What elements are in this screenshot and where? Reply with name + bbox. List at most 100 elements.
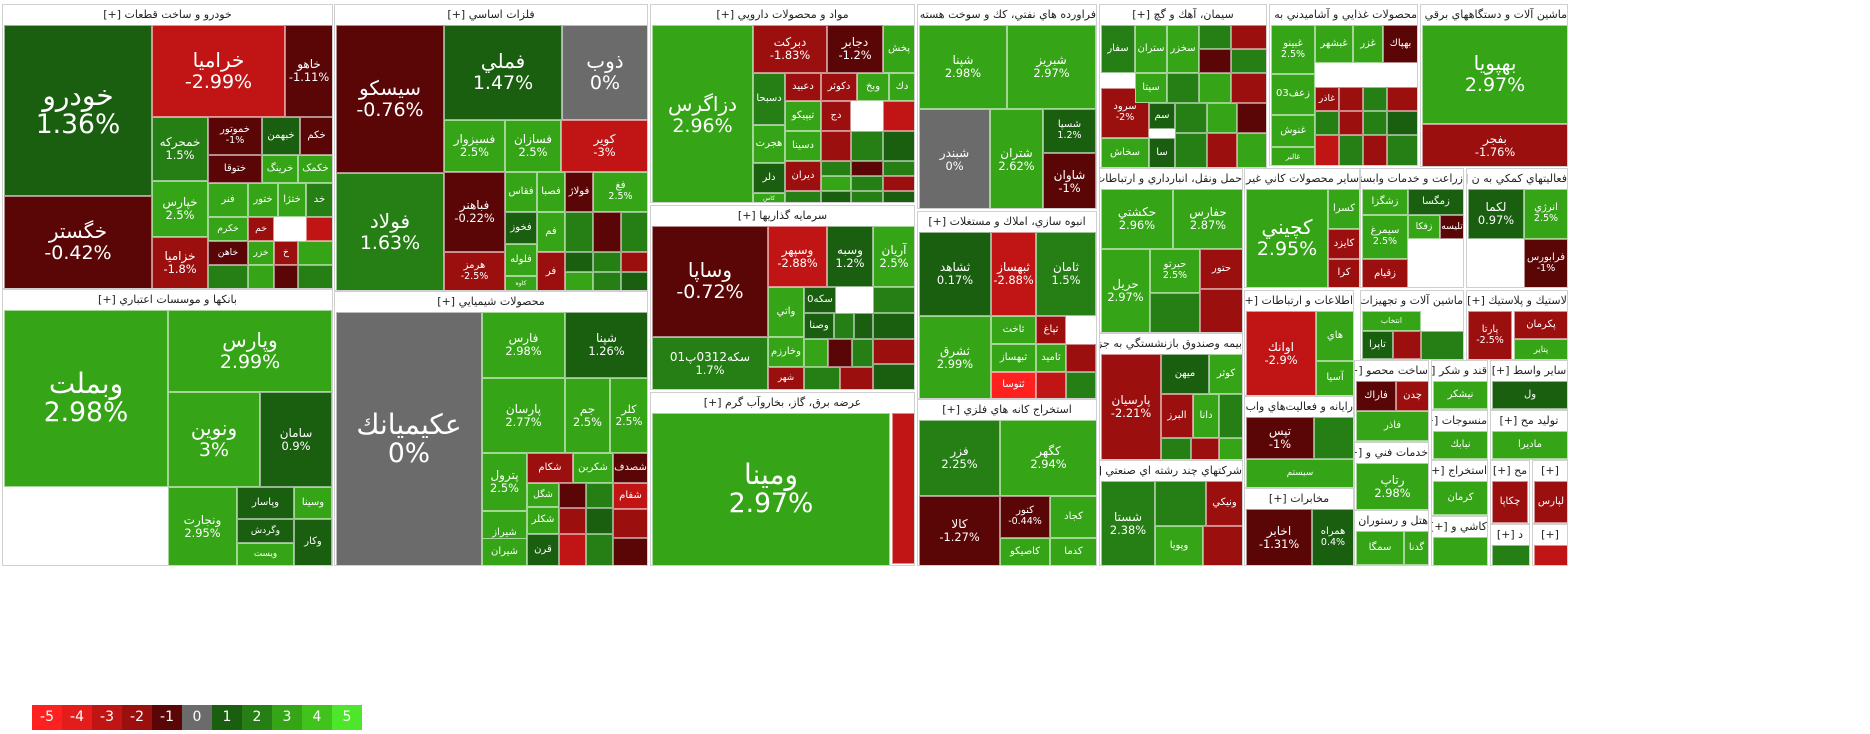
stock-tile[interactable]: حتور (1200, 249, 1242, 289)
small-stock-tile[interactable] (1315, 111, 1339, 135)
small-stock-tile[interactable] (1175, 103, 1207, 133)
stock-tile[interactable]: فغ 2.5% (593, 172, 647, 212)
small-stock-tile[interactable] (1339, 135, 1363, 165)
stock-tile[interactable]: كاصيكو (1000, 538, 1050, 565)
small-stock-tile[interactable] (821, 191, 851, 202)
stock-tile[interactable]: زقيام (1362, 259, 1408, 287)
stock-tile[interactable]: شيران (482, 538, 527, 565)
small-stock-tile[interactable] (883, 161, 914, 176)
small-stock-tile[interactable] (1203, 526, 1242, 565)
stock-tile[interactable]: ذوب 0% (562, 25, 647, 120)
stock-tile[interactable]: خزامیا -1.8% (152, 237, 208, 288)
stock-tile[interactable]: قرن (527, 534, 559, 565)
small-stock-tile[interactable] (1231, 73, 1266, 103)
stock-tile[interactable]: پارسيان -2.21% (1101, 354, 1161, 459)
stock-tile[interactable]: سفار (1101, 25, 1135, 73)
stock-tile[interactable]: چدن (1396, 381, 1428, 411)
small-stock-tile[interactable] (892, 413, 914, 564)
small-stock-tile[interactable] (1200, 289, 1242, 332)
stock-tile[interactable]: غالبر (1271, 147, 1315, 165)
small-stock-tile[interactable] (298, 241, 332, 265)
stock-tile[interactable]: خمحرکه 1.5% (152, 117, 208, 181)
stock-tile[interactable]: ستران (1135, 25, 1167, 73)
stock-tile[interactable]: سخزر (1167, 25, 1199, 73)
stock-tile[interactable]: ثشرق 2.99% (919, 316, 991, 398)
stock-tile[interactable]: خ (274, 241, 298, 265)
small-stock-tile[interactable] (1363, 111, 1387, 135)
sector-title[interactable]: ساخت محصو [+] (1355, 361, 1428, 380)
stock-tile[interactable]: سكه0312پ01 1.7% (652, 337, 768, 389)
stock-tile[interactable]: زعف03 (1271, 74, 1315, 115)
small-stock-tile[interactable] (883, 131, 914, 161)
small-stock-tile[interactable] (1387, 111, 1417, 135)
small-stock-tile[interactable] (834, 313, 854, 339)
small-stock-tile[interactable] (1231, 25, 1266, 49)
stock-tile[interactable]: رتاپ 2.98% (1356, 463, 1428, 509)
stock-tile[interactable]: ختور (248, 183, 278, 217)
stock-tile[interactable]: ختوقا (208, 155, 262, 183)
stock-tile[interactable]: زفكا (1408, 215, 1440, 239)
stock-tile[interactable]: كجاد (1050, 496, 1096, 538)
sector-title[interactable]: استخراج كانه هاي فلزي [+] (918, 400, 1096, 419)
stock-tile[interactable]: حريل 2.97% (1101, 249, 1150, 332)
stock-tile[interactable]: فنر (208, 183, 248, 217)
stock-tile[interactable]: ماديرا (1492, 431, 1567, 459)
stock-tile[interactable]: دعبيد (785, 73, 821, 101)
stock-tile[interactable]: كايزد (1328, 229, 1359, 259)
small-stock-tile[interactable] (851, 191, 883, 202)
stock-tile[interactable]: غبشهر (1315, 25, 1353, 63)
stock-tile[interactable]: وساپا -0.72% (652, 226, 768, 337)
small-stock-tile[interactable] (1339, 87, 1363, 111)
stock-tile[interactable]: وسبه 1.2% (827, 226, 873, 287)
stock-tile[interactable]: البرز (1161, 394, 1193, 438)
stock-tile[interactable]: خاهن (208, 241, 248, 265)
stock-tile[interactable]: كاوه (505, 276, 537, 290)
small-stock-tile[interactable] (1315, 135, 1339, 165)
small-stock-tile[interactable] (1167, 73, 1199, 103)
stock-tile[interactable]: فسازان 2.5% (505, 120, 561, 172)
stock-tile[interactable]: هرمز -2.5% (444, 252, 505, 290)
stock-tile[interactable]: ثبهساز (991, 344, 1036, 372)
small-stock-tile[interactable] (804, 367, 840, 389)
stock-tile[interactable]: كچيني 2.95% (1246, 189, 1328, 287)
small-stock-tile[interactable] (873, 287, 914, 313)
sector-title[interactable]: محصولات غذايي و آشاميدني به جز [+] (1270, 5, 1417, 24)
stock-tile[interactable]: گدنا (1404, 531, 1428, 565)
stock-tile[interactable]: فخوز (505, 212, 537, 244)
stock-tile[interactable]: خموتور -1% (208, 117, 262, 155)
stock-tile[interactable]: دجابر -1.2% (827, 25, 883, 73)
small-stock-tile[interactable] (828, 339, 852, 367)
small-stock-tile[interactable] (1155, 481, 1206, 526)
stock-tile[interactable]: سامان 0.9% (260, 392, 332, 487)
stock-tile[interactable]: فاذر (1356, 411, 1428, 441)
small-stock-tile[interactable] (852, 339, 873, 367)
small-stock-tile[interactable] (208, 265, 248, 288)
small-stock-tile[interactable] (248, 265, 274, 288)
stock-tile[interactable]: سم (1149, 103, 1175, 129)
small-stock-tile[interactable] (559, 508, 586, 534)
small-stock-tile[interactable] (873, 339, 914, 364)
sector-title[interactable]: فراورده هاي نفتي، كك و سوخت هسته اي [+] (918, 5, 1096, 24)
stock-tile[interactable]: ثامان 1.5% (1036, 232, 1096, 316)
stock-tile[interactable]: تيپيكو (785, 101, 821, 131)
small-stock-tile[interactable] (1175, 133, 1207, 167)
stock-tile[interactable]: شستا 2.38% (1101, 481, 1155, 565)
small-stock-tile[interactable] (1150, 293, 1200, 332)
stock-tile[interactable]: شكلر (527, 507, 559, 534)
sector-title[interactable]: خدمات فني و [+] (1355, 443, 1428, 462)
small-stock-tile[interactable] (1387, 87, 1417, 111)
small-stock-tile[interactable] (565, 272, 593, 290)
stock-tile[interactable]: شهر (768, 367, 804, 389)
stock-tile[interactable]: پترول 2.5% (482, 453, 527, 511)
sector-title[interactable]: مواد و محصولات دارويي [+] (651, 5, 914, 24)
small-stock-tile[interactable] (883, 191, 914, 202)
stock-tile[interactable]: دكوثر (821, 73, 857, 101)
stock-tile[interactable]: ثپاغ (1036, 316, 1066, 344)
stock-tile[interactable]: شاوان -1% (1043, 153, 1096, 208)
stock-tile[interactable]: شفام (613, 483, 647, 509)
stock-tile[interactable]: كوثر (1209, 354, 1242, 394)
stock-tile[interactable]: خم (248, 217, 274, 241)
stock-tile[interactable]: شبريز 2.97% (1007, 25, 1096, 109)
stock-tile[interactable]: وپارس 2.99% (168, 310, 332, 392)
stock-tile[interactable]: شصدف (613, 453, 647, 483)
